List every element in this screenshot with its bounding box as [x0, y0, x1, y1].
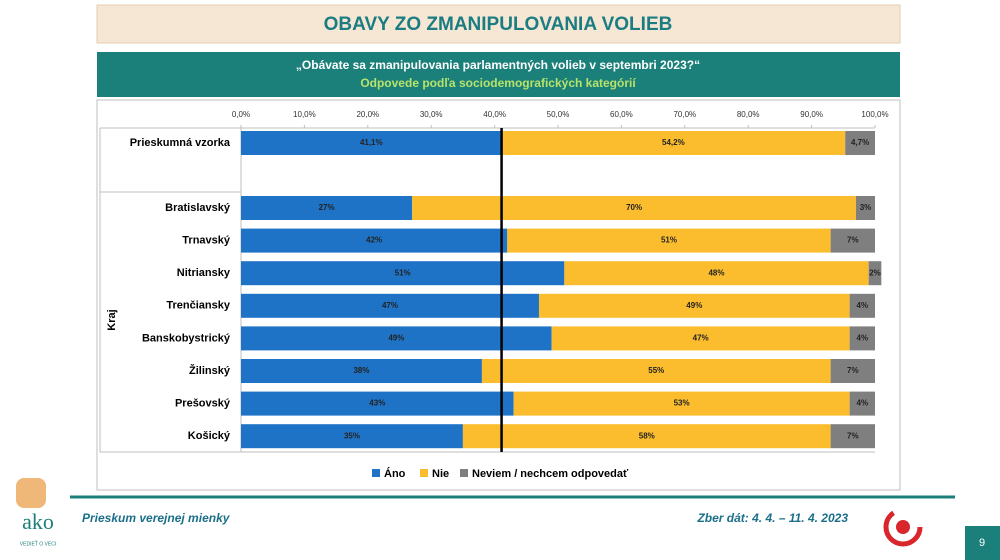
- bar-segment: [462, 424, 831, 449]
- bar-segment: [845, 131, 875, 155]
- logo-text: ako: [22, 509, 54, 534]
- data-label: 35%: [344, 431, 360, 440]
- bar-segment: [513, 391, 850, 416]
- x-tick-label: 80,0%: [737, 110, 760, 119]
- chart-subtitle: Odpovede podľa sociodemografických kateg…: [360, 76, 636, 90]
- data-label: 51%: [395, 268, 411, 277]
- group-label: Kraj: [106, 309, 118, 330]
- category-label: Trenčiansky: [166, 300, 230, 312]
- bar-segment: [241, 391, 514, 416]
- legend-swatch: [420, 469, 428, 477]
- bar-segment: [849, 293, 875, 318]
- bar-segment: [501, 131, 846, 155]
- category-label: Prešovský: [175, 398, 231, 410]
- data-label: 47%: [693, 334, 709, 343]
- bar-segment: [551, 326, 850, 351]
- bar-segment: [241, 359, 482, 383]
- data-label: 70%: [626, 203, 642, 212]
- question-banner: [97, 52, 900, 97]
- bar-segment: [241, 196, 413, 220]
- bar-segment: [241, 326, 552, 351]
- data-label: 4,7%: [851, 138, 869, 147]
- bar-segment: [849, 326, 875, 351]
- bar-segment: [830, 359, 875, 383]
- bar-segment: [868, 261, 882, 286]
- bar-segment: [538, 293, 850, 318]
- header-box: [96, 4, 901, 44]
- x-tick-label: 20,0%: [356, 110, 379, 119]
- data-label: 3%: [860, 203, 872, 212]
- bar-segment: [241, 293, 539, 318]
- data-label: 2%: [869, 268, 881, 277]
- data-label: 51%: [661, 236, 677, 245]
- data-label: 7%: [847, 366, 859, 375]
- header-title: OBAVY ZO ZMANIPULOVANIA VOLIEB: [324, 14, 673, 35]
- x-tick-label: 10,0%: [293, 110, 316, 119]
- page-number: 9: [979, 537, 985, 549]
- bar-segment: [507, 228, 831, 253]
- x-tick-label: 100,0%: [861, 110, 888, 119]
- x-tick-label: 90,0%: [800, 110, 823, 119]
- page-box: [965, 526, 1000, 560]
- data-label: 42%: [366, 236, 382, 245]
- x-tick-label: 70,0%: [673, 110, 696, 119]
- logo-shape: [16, 478, 46, 508]
- legend-label: Áno: [384, 467, 406, 480]
- x-tick-label: 60,0%: [610, 110, 633, 119]
- bar-segment: [241, 424, 463, 449]
- data-label: 49%: [388, 334, 404, 343]
- category-label: Košický: [188, 430, 231, 442]
- legend-swatch: [372, 469, 380, 477]
- data-label: 7%: [847, 431, 859, 440]
- data-label: 47%: [382, 301, 398, 310]
- chart-title: „Obávate sa zmanipulovania parlamentných…: [296, 58, 700, 72]
- x-tick-label: 0,0%: [232, 110, 250, 119]
- data-label: 4%: [857, 334, 869, 343]
- category-label: Nitriansky: [177, 267, 231, 279]
- footer-left: Prieskum verejnej mienky: [82, 511, 231, 525]
- bar-segment: [564, 261, 869, 286]
- bar-segment: [412, 196, 856, 220]
- data-label: 7%: [847, 236, 859, 245]
- bar-segment: [241, 131, 502, 155]
- category-label: Bratislavský: [165, 202, 231, 214]
- data-label: 58%: [639, 431, 655, 440]
- category-label: Trnavský: [182, 235, 231, 247]
- partner-logo: [883, 507, 923, 547]
- legend-swatch: [460, 469, 468, 477]
- bar-segment: [241, 261, 565, 286]
- footer-right: Zber dát: 4. 4. – 11. 4. 2023: [696, 511, 848, 525]
- legend-label: Nie: [432, 468, 449, 480]
- x-tick-label: 50,0%: [547, 110, 570, 119]
- data-label: 4%: [857, 399, 869, 408]
- x-tick-label: 40,0%: [483, 110, 506, 119]
- category-label: Žilinský: [189, 364, 231, 377]
- data-label: 27%: [319, 203, 335, 212]
- bar-segment: [849, 391, 875, 416]
- bar-segment: [830, 228, 875, 253]
- x-tick-label: 30,0%: [420, 110, 443, 119]
- data-label: 38%: [353, 366, 369, 375]
- data-label: 41,1%: [360, 138, 383, 147]
- data-label: 55%: [648, 366, 664, 375]
- partner-logo: [896, 520, 910, 534]
- data-label: 48%: [708, 268, 724, 277]
- legend-label: Neviem / nechcem odpovedať: [472, 468, 629, 480]
- bar-segment: [241, 228, 508, 253]
- bar-segment: [481, 359, 831, 383]
- data-label: 49%: [686, 301, 702, 310]
- data-label: 54,2%: [662, 138, 685, 147]
- bar-segment: [830, 424, 875, 449]
- bar-segment: [855, 196, 875, 220]
- data-label: 53%: [674, 399, 690, 408]
- category-label: Prieskumná vzorka: [130, 137, 231, 149]
- logo-tagline: VEDIEŤ O VECI: [20, 539, 56, 547]
- data-label: 4%: [857, 301, 869, 310]
- data-label: 43%: [369, 399, 385, 408]
- category-label: Banskobystrický: [142, 332, 231, 344]
